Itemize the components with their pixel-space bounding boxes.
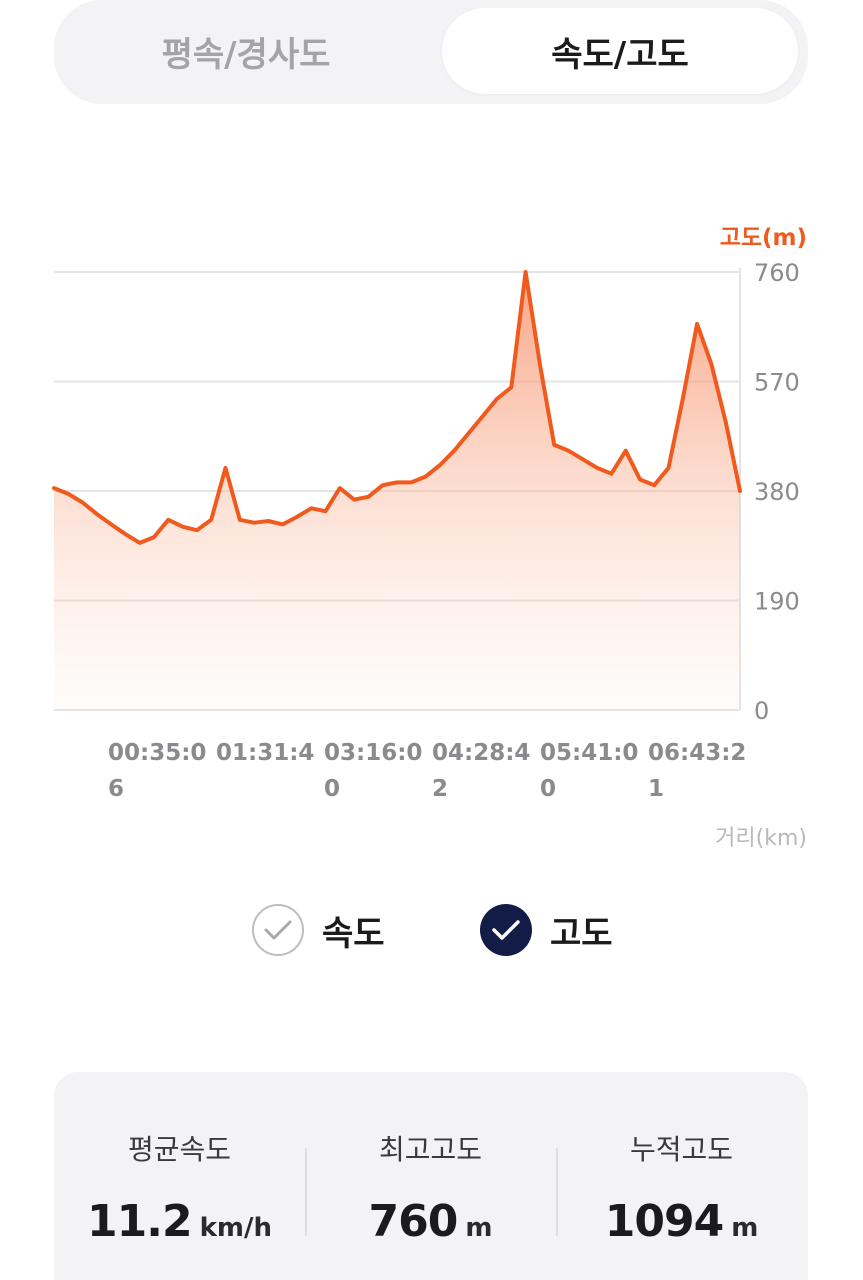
max-altitude-stat: 최고고도 760 m <box>305 1072 556 1280</box>
x-axis-unit-label: 거리(km) <box>715 826 807 851</box>
tab-speed-altitude[interactable]: 속도/고도 <box>442 8 798 94</box>
x-tick-label: 0 <box>540 776 556 802</box>
speed-legend-label: 속도 <box>322 913 385 954</box>
total-ascent-label: 누적고도 <box>629 1133 734 1166</box>
max-altitude-value: 760 <box>368 1196 459 1247</box>
total-ascent-stat: 누적고도 1094 m <box>556 1072 807 1280</box>
altitude-line <box>52 270 742 545</box>
avg-speed-unit: km/h <box>199 1213 272 1243</box>
altitude-area <box>54 272 740 710</box>
y-tick-label: 0 <box>754 697 769 725</box>
stat-divider <box>556 1148 558 1236</box>
x-tick-label: 06:43:2 <box>648 740 746 766</box>
x-tick-label: 0 <box>324 776 340 802</box>
x-tick-label: 04:28:4 <box>432 740 530 766</box>
avg-speed-stat: 평균속도 11.2 km/h <box>54 1072 305 1280</box>
x-tick-label: 00:35:0 <box>108 740 206 766</box>
avg-speed-value: 11.2 <box>87 1196 193 1247</box>
speed-series-toggle[interactable]: 속도 <box>252 904 385 956</box>
x-tick-label: 1 <box>648 776 664 802</box>
avg-speed-label: 평균속도 <box>127 1133 232 1166</box>
y-axis-unit-label: 고도(m) <box>719 225 807 251</box>
max-altitude-label: 최고고도 <box>378 1133 483 1166</box>
y-tick-label: 380 <box>754 478 800 506</box>
x-tick-label: 6 <box>108 776 124 802</box>
chart-mode-tabs: 평속/경사도 속도/고도 <box>54 0 808 104</box>
altitude-series-toggle[interactable]: 고도 <box>480 904 613 956</box>
altitude-chart-svg: 760 570 380 190 0 00:35:0 6 01:31:4 03:16:0 0 04:2… <box>52 259 800 802</box>
y-tick-label: 570 <box>754 369 800 397</box>
tab-slope[interactable]: 평속/경사도 <box>161 34 331 75</box>
altitude-chart: 고도(m) 760 570 380 190 0 00:35:0 6 01:31:4 03:16:… <box>0 200 863 860</box>
total-ascent-value: 1094 <box>604 1196 724 1247</box>
speed-check-icon[interactable] <box>252 904 304 956</box>
stat-divider <box>305 1148 307 1236</box>
x-tick-label: 03:16:0 <box>324 740 422 766</box>
x-tick-label: 2 <box>432 776 448 802</box>
x-tick-label: 05:41:0 <box>540 740 638 766</box>
total-ascent-unit: m <box>731 1213 759 1243</box>
y-tick-label: 760 <box>754 259 800 287</box>
y-tick-label: 190 <box>754 588 800 616</box>
x-tick-label: 01:31:4 <box>216 740 314 766</box>
max-altitude-unit: m <box>465 1213 493 1243</box>
altitude-legend-label: 고도 <box>550 913 613 954</box>
series-legend: 속도 고도 <box>0 904 863 964</box>
altitude-check-icon[interactable] <box>480 904 532 956</box>
ride-stats-card: 평균속도 11.2 km/h 최고고도 760 m 누적고도 1094 m <box>54 1072 808 1280</box>
